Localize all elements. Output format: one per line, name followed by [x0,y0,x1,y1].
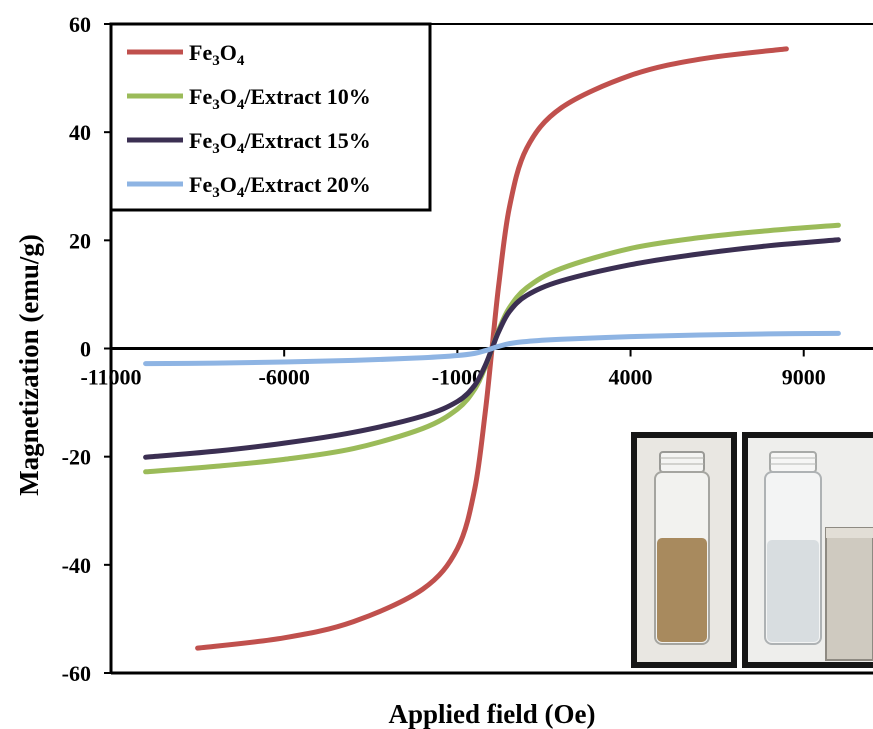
y-tick-label: 60 [69,12,91,37]
x-tick-label: -11000 [80,365,141,390]
legend-label-4: Fe3O4/Extract 20% [189,172,371,201]
y-tick-label: 20 [69,228,91,253]
vial-separated-icon [764,451,822,645]
y-tick-label: 40 [69,120,91,145]
vial-dispersed-liquid [657,538,707,642]
x-tick-label: -6000 [259,365,310,390]
inset-photo [631,432,873,668]
y-tick-label: 0 [80,337,91,362]
x-tick-label: 9000 [782,365,826,390]
y-tick-label: -20 [62,445,91,470]
vial-separated-liquid [767,540,819,642]
y-axis-title: Magnetization (emu/g) [14,234,44,496]
magnet-icon [825,527,873,661]
legend: Fe3O4 Fe3O4/Extract 10% Fe3O4/Extract 15% F… [109,22,432,212]
series-line-4 [143,330,841,367]
y-tick-label: -40 [62,553,91,578]
legend-label-3: Fe3O4/Extract 15% [189,128,371,157]
legend-label-1: Fe3O4 [189,40,245,69]
legend-label-2: Fe3O4/Extract 10% [189,84,371,113]
x-axis-title: Applied field (Oe) [389,699,596,729]
series-layer [143,46,841,651]
legend-box [109,22,432,212]
vial-dispersed-icon [654,451,710,645]
y-tick-label: -60 [62,661,91,686]
x-tick-label: 4000 [609,365,653,390]
